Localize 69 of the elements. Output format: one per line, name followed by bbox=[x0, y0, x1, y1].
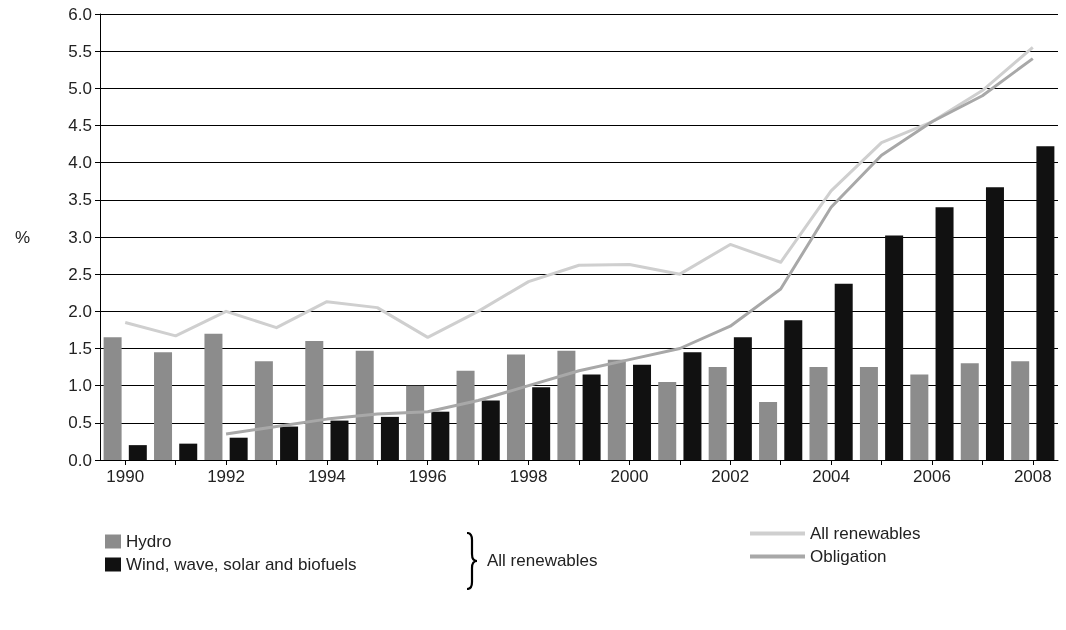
y-axis-title: % bbox=[14, 227, 30, 247]
bar bbox=[985, 187, 1004, 460]
x-tick-label: 2008 bbox=[1013, 467, 1052, 486]
bar bbox=[683, 352, 702, 460]
line-series bbox=[224, 57, 1035, 436]
bar bbox=[885, 235, 904, 460]
bar bbox=[1036, 146, 1055, 460]
bar bbox=[380, 416, 399, 460]
bar bbox=[859, 367, 878, 460]
bar bbox=[506, 354, 525, 460]
bar bbox=[935, 207, 954, 460]
bar bbox=[330, 420, 349, 460]
bar bbox=[406, 385, 425, 460]
y-tick-label: 5.0 bbox=[68, 78, 92, 98]
bar bbox=[960, 363, 979, 460]
bar bbox=[103, 337, 122, 460]
bar bbox=[910, 374, 929, 460]
x-tick-label: 2004 bbox=[812, 467, 851, 486]
y-tick-label: 1.0 bbox=[68, 376, 92, 396]
x-tick-label: 2002 bbox=[711, 467, 750, 486]
x-tick-label: 1992 bbox=[207, 467, 245, 486]
x-tick-label: 1994 bbox=[307, 467, 346, 486]
y-tick-label: 4.5 bbox=[68, 116, 92, 135]
x-tick-label: 1998 bbox=[509, 467, 548, 486]
x-tick-label: 2006 bbox=[913, 467, 951, 486]
bar bbox=[784, 320, 803, 460]
bar bbox=[280, 426, 299, 460]
y-tick-label: 2.5 bbox=[68, 264, 92, 284]
y-tick-label: 5.5 bbox=[68, 41, 92, 61]
text: All renewables bbox=[487, 551, 598, 571]
y-tick-label: 4.0 bbox=[68, 153, 92, 173]
y-tick-label: 2.0 bbox=[68, 301, 92, 321]
bar bbox=[128, 445, 147, 460]
bar bbox=[456, 370, 475, 460]
bar bbox=[431, 411, 450, 460]
bar bbox=[532, 387, 551, 460]
bar bbox=[582, 374, 601, 460]
legend-label: Obligation bbox=[810, 547, 887, 566]
bar bbox=[809, 367, 828, 460]
x-tick-label: 1990 bbox=[106, 467, 145, 486]
bar bbox=[229, 437, 248, 460]
legend-label: Wind, wave, solar and biofuels bbox=[126, 555, 357, 574]
bar bbox=[179, 443, 198, 460]
bar bbox=[204, 333, 223, 460]
bar bbox=[834, 283, 853, 460]
bar bbox=[633, 364, 652, 460]
legend-label: Hydro bbox=[126, 532, 172, 551]
bar bbox=[355, 350, 374, 460]
bar bbox=[607, 359, 626, 460]
y-tick-label: 6.0 bbox=[68, 4, 92, 24]
bar bbox=[733, 337, 752, 460]
bar bbox=[305, 341, 324, 460]
x-tick-label: 2000 bbox=[610, 467, 649, 486]
x-tick-label: 1996 bbox=[408, 467, 447, 486]
bar bbox=[154, 352, 173, 460]
bar bbox=[708, 367, 727, 460]
bar bbox=[759, 402, 778, 460]
bar bbox=[557, 350, 576, 460]
bar bbox=[481, 400, 500, 460]
legend-label: All renewables bbox=[810, 524, 921, 543]
y-tick-label: 0.0 bbox=[68, 450, 92, 470]
line-series bbox=[123, 45, 1035, 339]
y-tick-label: 3.5 bbox=[68, 190, 92, 210]
bar bbox=[254, 361, 273, 460]
y-tick-label: 0.5 bbox=[68, 413, 92, 433]
y-tick-label: 1.5 bbox=[68, 339, 92, 358]
y-tick-label: 3.0 bbox=[68, 227, 92, 247]
bar bbox=[1011, 361, 1030, 460]
bar bbox=[658, 381, 677, 460]
